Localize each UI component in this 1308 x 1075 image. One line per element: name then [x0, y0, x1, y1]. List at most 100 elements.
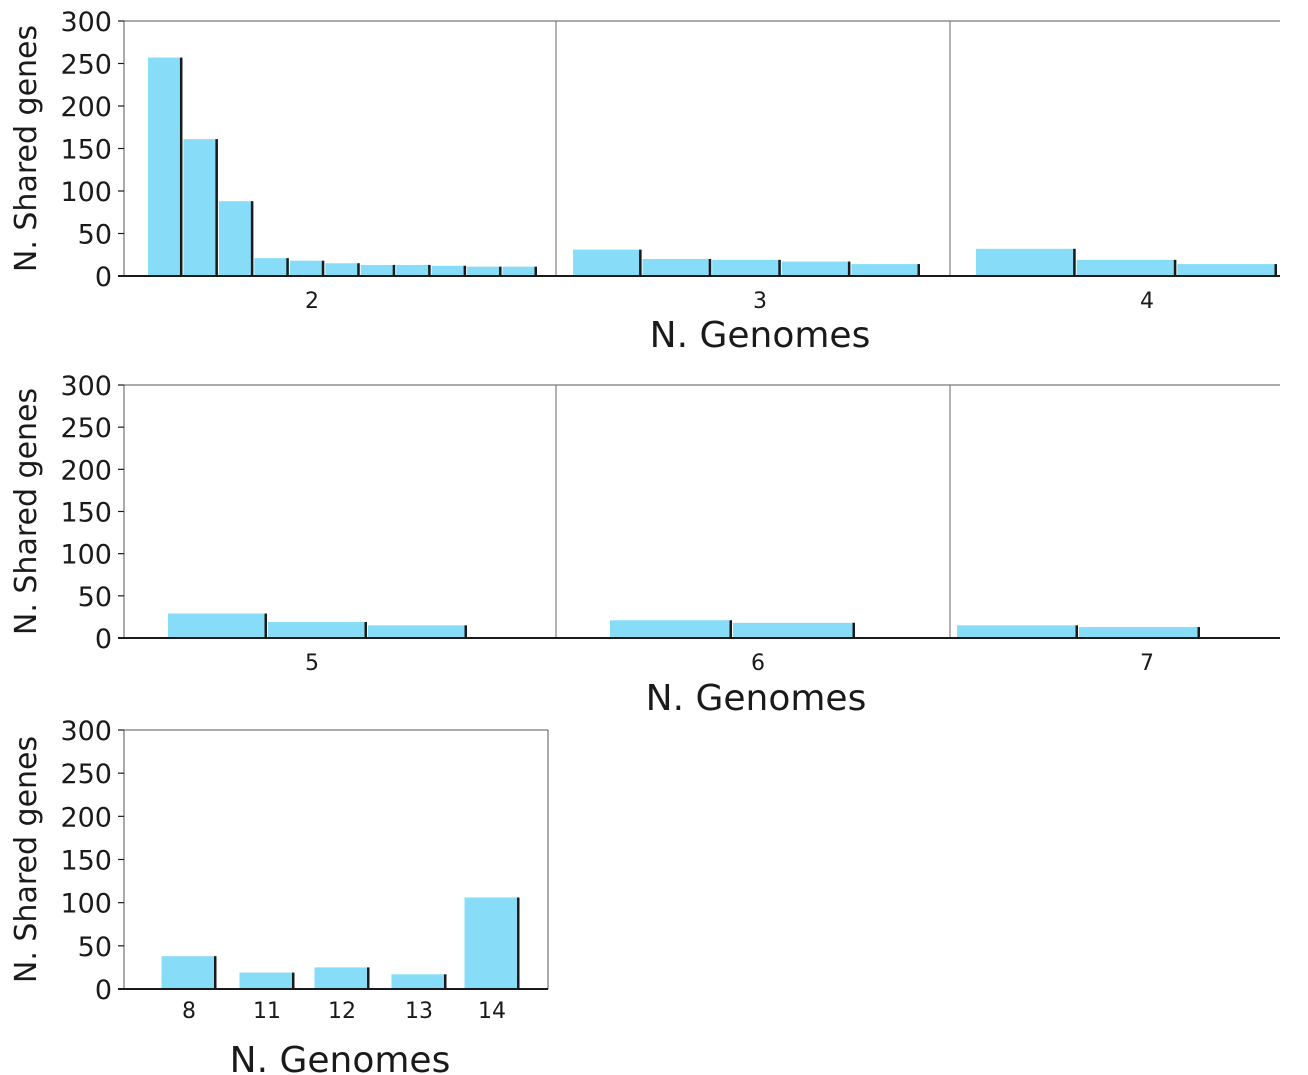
bar-3-1-edge — [639, 249, 642, 276]
y-axis-label: N. Shared genes — [9, 25, 44, 272]
bar-5-3-edge — [464, 625, 467, 638]
bar-2-2-edge — [215, 139, 218, 276]
bar-4-3-edge — [1274, 264, 1277, 276]
bar-4-2 — [1076, 259, 1177, 276]
bar-13-edge — [444, 974, 447, 989]
y-tick-label: 50 — [78, 932, 112, 963]
y-tick-label: 300 — [60, 7, 112, 38]
bar-7-1-edge — [1075, 625, 1078, 638]
bar-3-2 — [642, 259, 712, 276]
bar-2-5-edge — [321, 260, 325, 276]
bar-11 — [239, 972, 295, 989]
y-tick-label: 100 — [60, 177, 112, 208]
bar-5-2 — [268, 621, 367, 638]
x-category-label: 13 — [405, 999, 433, 1024]
bar-2-1-edge — [179, 57, 183, 276]
y-tick-label: 50 — [78, 220, 112, 251]
bar-2-7 — [360, 264, 396, 276]
y-tick-label: 250 — [60, 759, 112, 790]
x-category-label: 12 — [328, 999, 356, 1024]
x-category-label: 6 — [751, 651, 765, 676]
bar-3-1 — [573, 249, 642, 276]
bar-2-2 — [183, 139, 218, 276]
bar-2-3-edge — [250, 201, 254, 276]
x-category-label: 4 — [1140, 289, 1154, 314]
bar-14-edge — [517, 897, 520, 989]
bar-2-9-edge — [463, 265, 467, 276]
y-axis-label: N. Shared genes — [9, 388, 44, 635]
bar-4-3 — [1177, 264, 1277, 276]
x-category-label: 7 — [1140, 651, 1154, 676]
y-tick-label: 150 — [60, 846, 112, 877]
bar-3-5-edge — [917, 264, 920, 276]
x-category-label: 2 — [305, 289, 319, 314]
x-category-label: 8 — [182, 999, 196, 1024]
bar-2-5 — [289, 260, 325, 276]
bar-5-1 — [168, 613, 267, 638]
bar-4-1 — [976, 248, 1076, 276]
bar-14 — [464, 897, 520, 989]
x-axis-label: N. Genomes — [230, 1040, 451, 1075]
bar-5-2-edge — [364, 621, 367, 638]
y-axis-label: N. Shared genes — [9, 736, 44, 983]
bar-6-1 — [610, 620, 732, 638]
x-category-label: 11 — [253, 999, 281, 1024]
bar-3-2-edge — [708, 259, 712, 276]
bar-2-3 — [218, 201, 254, 276]
y-tick-label: 150 — [60, 135, 112, 166]
y-tick-label: 50 — [78, 582, 112, 613]
bar-3-5 — [851, 264, 920, 276]
bar-2-8 — [396, 264, 431, 276]
y-tick-label: 200 — [60, 92, 112, 123]
bar-2-10 — [467, 266, 502, 276]
bar-5-3 — [368, 625, 467, 638]
y-tick-label: 100 — [60, 540, 112, 571]
y-tick-label: 200 — [60, 802, 112, 833]
bar-3-3-edge — [778, 259, 781, 276]
bar-2-11-edge — [534, 266, 537, 276]
x-category-label: 3 — [753, 289, 767, 314]
bar-2-6-edge — [357, 263, 360, 276]
bar-2-11 — [502, 266, 537, 276]
bar-2-4-edge — [286, 258, 289, 276]
bar-13 — [391, 974, 447, 989]
bar-4-2-edge — [1173, 259, 1177, 276]
y-tick-label: 200 — [60, 455, 112, 486]
y-tick-label: 250 — [60, 50, 112, 81]
bar-2-9 — [431, 265, 467, 276]
bar-6-2 — [733, 622, 855, 638]
bar-6-1-edge — [729, 620, 732, 638]
bar-5-1-edge — [264, 613, 267, 638]
bar-11-edge — [292, 972, 295, 989]
bar-7-1 — [957, 625, 1078, 638]
bar-2-1 — [148, 57, 183, 276]
y-tick-label: 250 — [60, 413, 112, 444]
bar-3-4 — [781, 261, 851, 276]
bar-2-6 — [325, 263, 360, 276]
y-tick-label: 300 — [60, 371, 112, 402]
bar-2-7-edge — [392, 264, 396, 276]
x-category-label: 14 — [478, 999, 506, 1024]
y-tick-label: 300 — [60, 716, 112, 747]
bar-8 — [161, 956, 217, 989]
bar-6-2-edge — [852, 622, 855, 638]
bar-7-2 — [1079, 627, 1200, 638]
bar-2-8-edge — [428, 264, 431, 276]
y-tick-label: 0 — [95, 624, 112, 655]
y-tick-label: 0 — [95, 262, 112, 293]
y-tick-label: 0 — [95, 975, 112, 1006]
bar-7-2-edge — [1197, 627, 1200, 638]
bar-2-10-edge — [499, 266, 502, 276]
bar-2-4 — [254, 258, 289, 276]
bar-12 — [314, 967, 370, 989]
x-category-label: 5 — [305, 651, 319, 676]
y-tick-label: 100 — [60, 889, 112, 920]
bar-4-1-edge — [1073, 248, 1076, 276]
y-tick-label: 150 — [60, 498, 112, 529]
bar-8-edge — [214, 956, 217, 989]
bar-3-4-edge — [847, 261, 851, 276]
x-axis-label: N. Genomes — [646, 678, 867, 719]
bar-3-3 — [712, 259, 781, 276]
